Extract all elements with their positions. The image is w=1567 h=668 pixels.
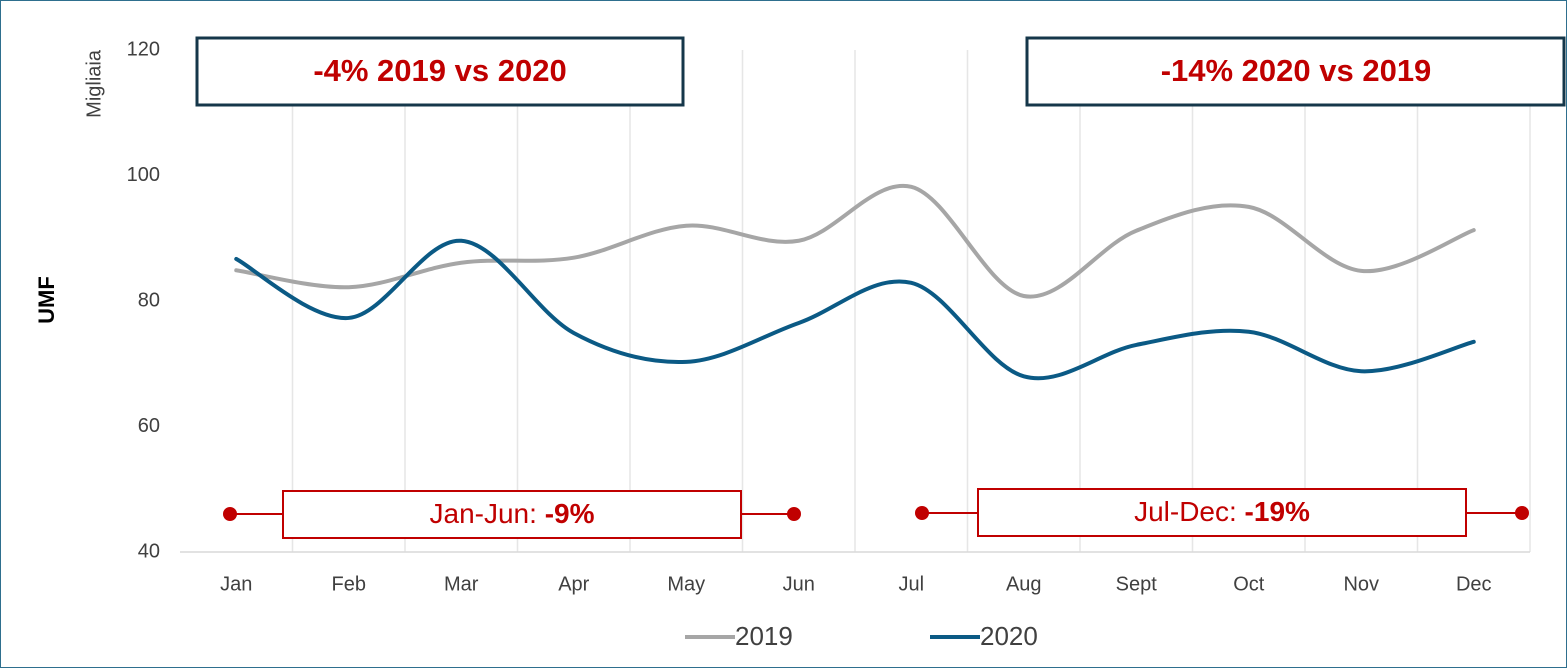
x-tick-label: Apr [558,573,589,595]
series-line [234,183,1476,299]
x-tick-label: Aug [1006,573,1042,595]
annotation: Jan-Jun: -9% [430,498,595,529]
annotation-bold: -9% [545,498,595,529]
x-tick-label: Nov [1343,573,1379,595]
x-tick-label: Oct [1233,573,1265,595]
annotation: -4% 2019 vs 2020 [313,53,566,88]
y-tick-label: 80 [138,289,160,311]
annotation-text: Jul-Dec: [1134,496,1244,527]
x-tick-label: Mar [444,573,479,595]
x-tick-label: Jun [783,573,815,595]
bracket-dot [787,507,801,521]
annotation-text: Jan-Jun: [430,498,545,529]
annotation-box [195,36,685,107]
series-line [234,238,1476,381]
y-axis-label: UMF [34,276,59,324]
x-tick-label: May [667,573,705,595]
annotation-bold: -19% [1245,496,1310,527]
annotation: -14% 2020 vs 2019 [1161,53,1432,88]
annotation-box [282,490,742,539]
y-tick-label: 100 [127,164,160,186]
bracket: Jan-Jun: -9% [223,490,801,539]
x-tick-label: Jan [220,573,252,595]
legend-label: 2020 [980,621,1038,651]
x-tick-label: Feb [332,573,366,595]
y-unit: Migliaia [83,49,105,118]
grid [180,50,1531,553]
y-tick-label: 60 [138,415,160,437]
bracket-dot [915,506,929,520]
annotation: Jul-Dec: -19% [1134,496,1310,527]
bracket-dot [223,507,237,521]
y-tick-label: 120 [127,38,160,60]
bracket: Jul-Dec: -19% [915,488,1529,537]
annotation-box [977,488,1467,537]
x-tick-label: Dec [1456,573,1492,595]
annotation-box [1025,36,1566,107]
x-tick-label: Jul [898,573,924,595]
x-tick-label: Sept [1116,573,1158,595]
bracket-dot [1515,506,1529,520]
legend-label: 2019 [735,621,793,651]
y-tick-label: 40 [138,540,160,562]
